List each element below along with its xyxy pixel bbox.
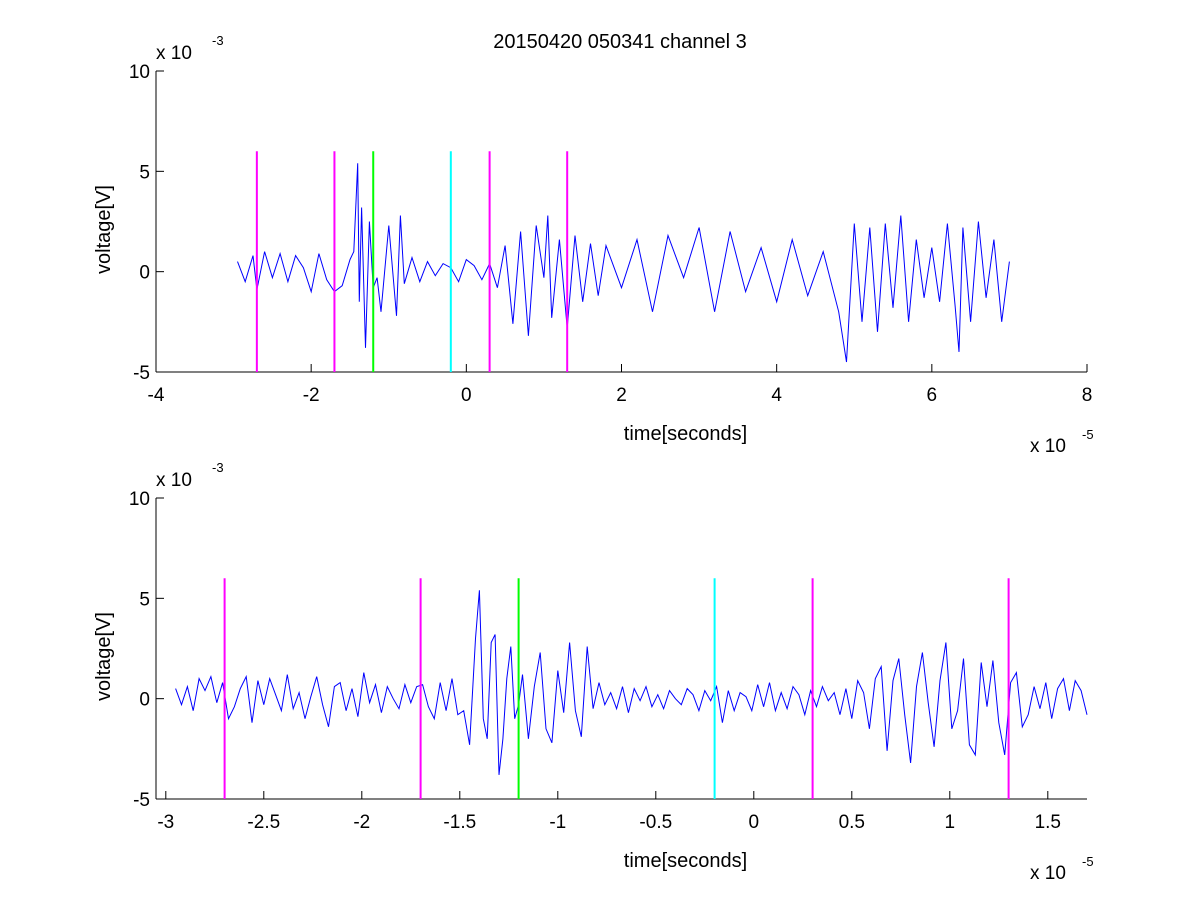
- y-axis-label: voltage[V]: [93, 185, 115, 274]
- x-tick-label: 8: [1082, 385, 1093, 406]
- y-tick-label: 0: [139, 690, 150, 711]
- x-exponent-label: -5: [1082, 427, 1094, 442]
- y-multiplier-label: x 10: [156, 470, 192, 491]
- x-exponent-label: -5: [1082, 854, 1094, 869]
- x-tick-label: 1.5: [1035, 812, 1061, 833]
- x-tick-label: 0: [749, 812, 760, 833]
- x-tick-label: -2: [353, 812, 370, 833]
- x-tick-label: 6: [927, 385, 938, 406]
- x-tick-label: -1: [549, 812, 566, 833]
- x-tick-label: -3: [157, 812, 174, 833]
- y-tick-label: 0: [139, 263, 150, 284]
- bottom-plot: -3 -2.5 -2 -1.5 -1 -0.5 0 0.5 1 1.5 -5 0 5 10 x 10 -3 x …: [93, 460, 1094, 884]
- x-tick-label: 0.5: [839, 812, 865, 833]
- x-tick-label: -1.5: [443, 812, 476, 833]
- y-tick-label: -5: [133, 790, 150, 811]
- x-axis-label: time[seconds]: [624, 423, 747, 445]
- x-tick-label: -2: [303, 385, 320, 406]
- y-tick-label: -5: [133, 363, 150, 384]
- x-multiplier-label: x 10: [1030, 436, 1066, 457]
- top-plot: -4 -2 0 2 4 6 8 -5 0 5 10 x 10 -3 x 10 -5 time[seconds]…: [93, 33, 1094, 457]
- y-exponent-label: -3: [212, 33, 224, 48]
- x-tick-label: 0: [461, 385, 472, 406]
- x-tick-label: -0.5: [639, 812, 672, 833]
- x-tick-label: 2: [616, 385, 627, 406]
- y-tick-label: 5: [139, 162, 150, 183]
- signal-series-line: [237, 163, 1010, 363]
- y-tick-label: 10: [129, 62, 150, 83]
- y-tick-label: 10: [129, 489, 150, 510]
- x-axis-label: time[seconds]: [624, 850, 747, 872]
- figure-title: 20150420 050341 channel 3: [493, 31, 747, 53]
- x-multiplier-label: x 10: [1030, 863, 1066, 884]
- x-tick-label: -4: [148, 385, 165, 406]
- x-tick-label: -2.5: [247, 812, 280, 833]
- signal-series-line: [175, 590, 1088, 775]
- x-tick-label: 4: [771, 385, 782, 406]
- x-tick-label: 1: [945, 812, 956, 833]
- y-tick-label: 5: [139, 589, 150, 610]
- y-multiplier-label: x 10: [156, 43, 192, 64]
- y-axis-label: voltage[V]: [93, 612, 115, 701]
- y-exponent-label: -3: [212, 460, 224, 475]
